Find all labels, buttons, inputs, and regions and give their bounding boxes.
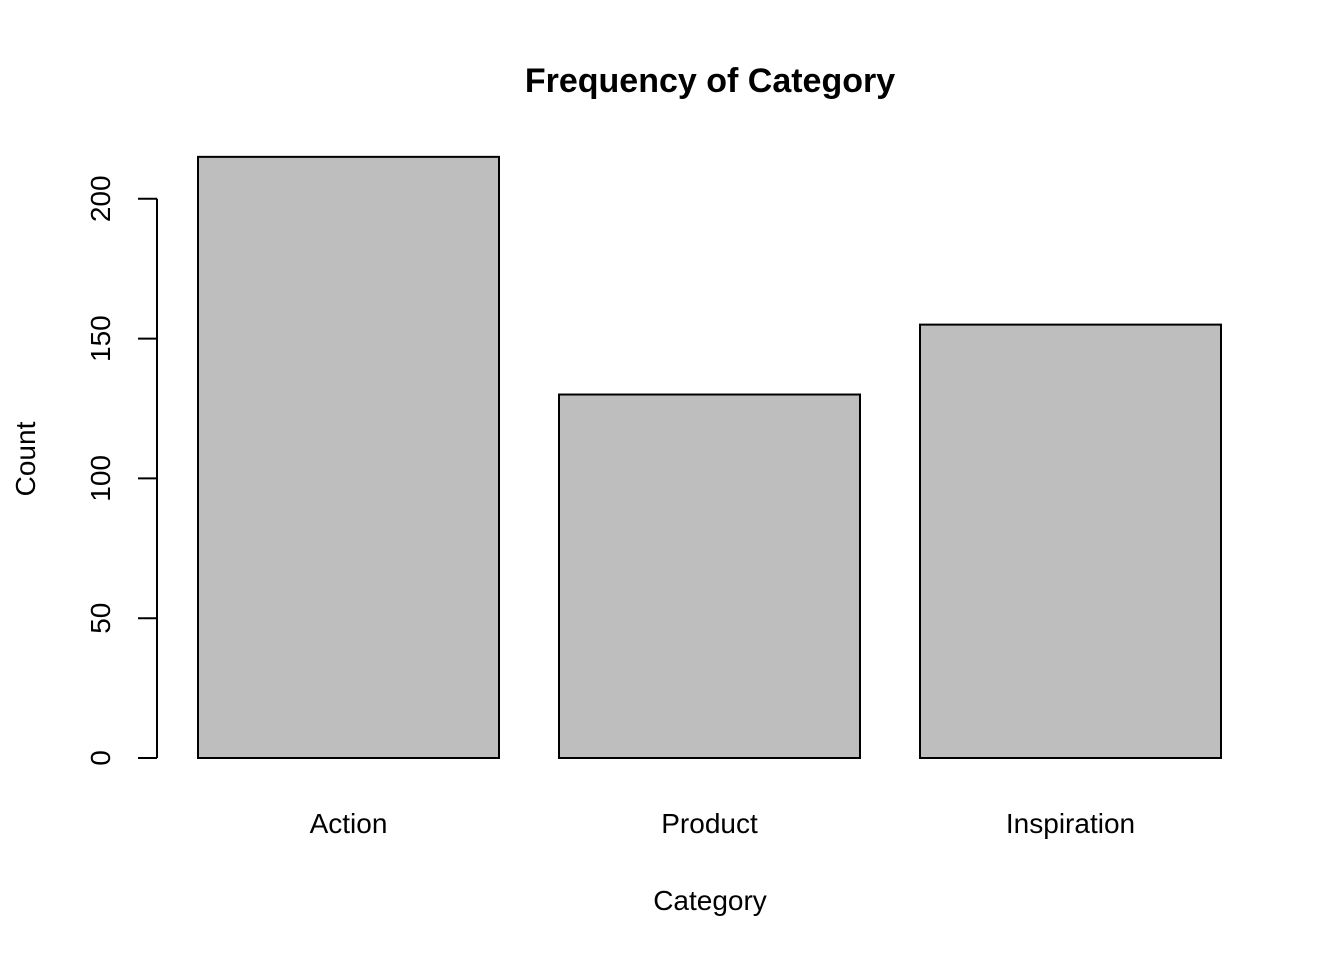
x-tick-label: Action [310,808,388,839]
y-tick-label: 150 [85,315,116,362]
x-axis-label: Category [653,885,767,916]
bar-inspiration [919,323,1222,759]
x-tick-label: Inspiration [1006,808,1135,839]
y-tick-label: 50 [85,603,116,634]
bar-product [558,393,861,759]
y-tick-label: 200 [85,175,116,222]
bar-action [197,155,500,760]
chart-title: Frequency of Category [525,62,895,100]
y-axis: 0 50 100 150 200 [85,175,158,766]
y-tick-label: 0 [85,750,116,766]
y-tick-label: 100 [85,455,116,502]
bars-group [197,155,1222,760]
x-tick-label: Product [661,808,758,839]
x-tick-labels: Action Product Inspiration [310,808,1136,839]
y-axis-label: Count [10,421,41,496]
